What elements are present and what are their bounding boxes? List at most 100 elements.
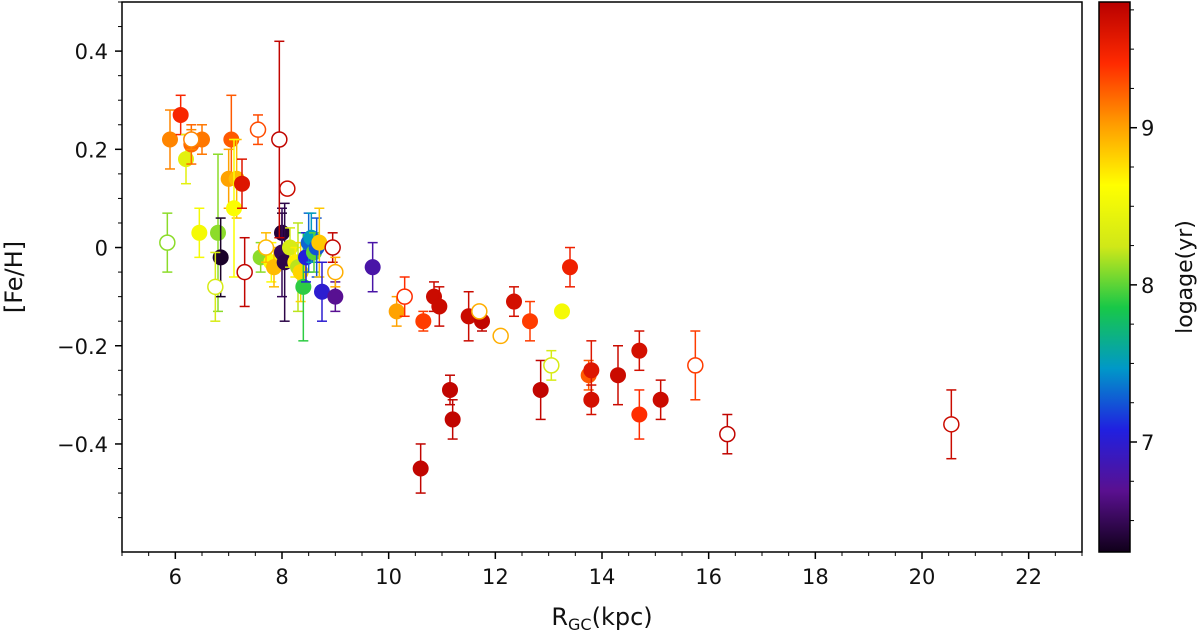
marker-filled xyxy=(652,391,669,408)
marker-filled xyxy=(431,298,448,315)
filled-data-point xyxy=(162,109,178,170)
marker-filled xyxy=(522,313,538,330)
open-data-point xyxy=(207,251,224,322)
filled-data-point xyxy=(191,207,208,259)
marker-filled xyxy=(282,239,298,256)
marker-open xyxy=(207,278,224,296)
filled-data-point xyxy=(415,310,432,332)
x-tick-label: 16 xyxy=(695,565,722,589)
marker-open xyxy=(471,303,488,320)
marker-filled xyxy=(311,234,328,251)
filled-data-point xyxy=(444,399,461,440)
colorbar-label: logage(yr) xyxy=(1173,220,1198,334)
colorbar-tick-label: 9 xyxy=(1141,117,1154,141)
marker-filled xyxy=(415,313,432,330)
marker-filled xyxy=(295,278,312,295)
marker-filled xyxy=(327,288,344,305)
plot-area-frame xyxy=(121,1,1083,553)
x-tick-label: 20 xyxy=(909,565,936,589)
filled-data-point xyxy=(314,261,330,322)
x-axis-label-sub: GC xyxy=(568,615,592,633)
x-axis-label-unit: (kpc) xyxy=(592,603,653,631)
x-axis-label: RGC(kpc) xyxy=(551,603,652,633)
y-tick-label: −0.2 xyxy=(57,335,108,359)
filled-data-point xyxy=(172,94,189,136)
x-tick-label: 14 xyxy=(589,565,616,589)
marker-open xyxy=(396,288,413,305)
marker-filled xyxy=(364,259,381,276)
colorbar: 7 8 9 logage(yr) xyxy=(1098,1,1198,553)
marker-filled xyxy=(562,259,578,276)
open-data-point xyxy=(249,114,267,146)
open-data-point xyxy=(492,327,509,345)
marker-open xyxy=(327,263,344,281)
filled-data-point xyxy=(652,379,669,421)
marker-open xyxy=(183,131,200,148)
filled-data-point xyxy=(412,443,429,494)
x-tick-label: 8 xyxy=(275,565,288,589)
filled-data-point xyxy=(610,345,626,406)
open-data-point xyxy=(719,413,736,455)
marker-filled xyxy=(610,367,626,384)
marker-filled xyxy=(444,411,461,428)
filled-data-point xyxy=(506,286,522,318)
marker-filled xyxy=(292,264,309,281)
open-data-point xyxy=(943,389,960,460)
y-tick-label: −0.4 xyxy=(57,433,108,457)
marker-filled xyxy=(178,151,194,168)
marker-filled xyxy=(162,131,178,148)
marker-filled xyxy=(583,391,600,408)
marker-open xyxy=(719,425,736,443)
marker-open xyxy=(236,263,253,281)
filled-data-point xyxy=(226,138,242,278)
x-tick-label: 18 xyxy=(802,565,829,589)
marker-filled xyxy=(412,460,429,477)
filled-data-point xyxy=(522,300,538,342)
marker-open xyxy=(492,327,509,345)
x-tick-label: 22 xyxy=(1015,565,1042,589)
marker-open xyxy=(943,416,960,433)
open-data-point xyxy=(687,330,704,401)
filled-data-point xyxy=(554,303,570,320)
filled-data-point xyxy=(631,330,648,372)
marker-open xyxy=(271,131,288,148)
marker-filled xyxy=(631,342,648,359)
open-data-point xyxy=(183,128,200,151)
filled-data-point xyxy=(631,389,648,440)
colorbar-ticks: 7 8 9 xyxy=(1130,9,1154,522)
open-data-point xyxy=(236,236,253,308)
marker-open xyxy=(249,121,267,138)
marker-filled xyxy=(583,362,600,379)
filled-data-point xyxy=(532,359,549,421)
marker-filled xyxy=(506,293,522,310)
x-axis: 6 8 10 12 14 16 18 20 22 xyxy=(121,552,1083,589)
marker-filled xyxy=(314,283,330,300)
marker-filled xyxy=(442,381,458,398)
marker-open xyxy=(279,180,296,197)
colorbar-tick-label: 8 xyxy=(1141,274,1154,298)
x-tick-label: 10 xyxy=(375,565,402,589)
colorbar-tick-label: 7 xyxy=(1141,431,1154,455)
x-tick-label: 6 xyxy=(169,565,182,589)
marker-open xyxy=(687,357,704,374)
open-data-point xyxy=(279,180,296,197)
y-tick-label: 0.2 xyxy=(75,138,108,162)
marker-filled xyxy=(631,406,648,423)
marker-open xyxy=(324,239,341,256)
x-tick-label: 12 xyxy=(482,565,509,589)
x-axis-label-main: R xyxy=(551,603,568,631)
marker-open xyxy=(543,357,560,374)
marker-filled xyxy=(532,381,549,398)
marker-filled xyxy=(172,106,189,123)
filled-data-point xyxy=(327,281,344,313)
marker-open xyxy=(159,234,176,251)
marker-filled xyxy=(554,303,570,320)
filled-data-point xyxy=(311,207,328,278)
filled-data-point xyxy=(562,246,578,288)
colorbar-gradient xyxy=(1098,1,1131,553)
open-data-point xyxy=(159,212,176,273)
filled-data-point xyxy=(234,158,250,209)
plot-points xyxy=(159,40,960,494)
marker-open xyxy=(257,239,275,256)
